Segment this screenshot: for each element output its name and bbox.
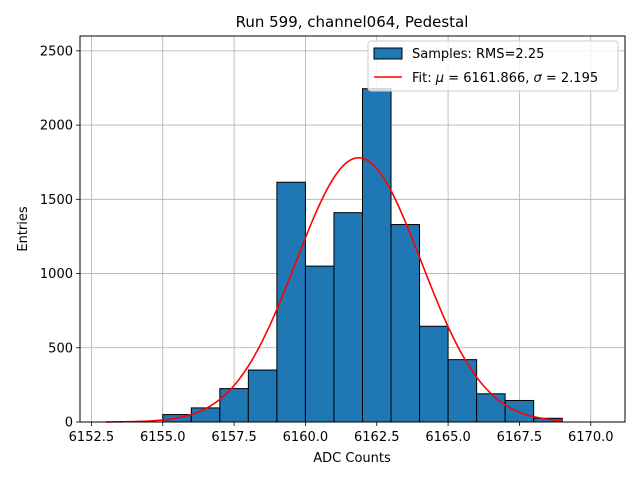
x-axis-ticks: 6152.5 6155.0 6157.5 6160.0 6162.5 6165.0 6167… [69, 422, 614, 445]
histogram-bar [419, 325, 449, 423]
x-axis-label: ADC Counts [313, 451, 391, 466]
x-tick-label: 6152.5 [69, 430, 115, 445]
y-tick-label: 500 [48, 341, 73, 356]
x-tick-label: 6157.5 [211, 430, 257, 445]
histogram-bar [219, 388, 249, 423]
histogram-bar [276, 181, 306, 423]
x-tick-label: 6170.0 [568, 430, 614, 445]
x-tick-label: 6155.0 [140, 430, 186, 445]
plot-frame [79, 35, 626, 423]
y-tick-label: 1000 [40, 267, 73, 282]
histogram-bar [476, 393, 506, 423]
histogram-bar [190, 407, 221, 423]
histogram-bar [390, 224, 421, 423]
y-tick-label: 0 [65, 416, 73, 431]
y-tick-label: 2000 [40, 119, 73, 134]
y-axis-ticks: 0 500 1000 1500 2000 2500 [40, 44, 80, 431]
histogram-bar [333, 212, 363, 423]
y-tick-label: 2500 [40, 44, 73, 59]
fit-curve [105, 156, 563, 423]
y-tick-label: 1500 [40, 193, 73, 208]
histogram-bar [447, 359, 478, 423]
histogram-bars [162, 88, 563, 423]
histogram-bar [304, 265, 335, 423]
histogram-bar [247, 369, 278, 423]
x-tick-label: 6167.5 [497, 430, 543, 445]
histogram-bar [361, 88, 392, 423]
x-tick-label: 6165.0 [425, 430, 471, 445]
legend-fit-label: Fit: μ = 6161.866, σ = 2.195 [412, 71, 598, 86]
legend-box [367, 40, 619, 92]
y-axis-label: Entries [16, 206, 31, 252]
chart-title: Run 599, channel064, Pedestal [236, 13, 469, 31]
x-tick-label: 6160.0 [283, 430, 329, 445]
legend-samples-swatch [373, 47, 403, 60]
histogram-bar [504, 399, 535, 423]
x-tick-label: 6162.5 [354, 430, 400, 445]
legend: Samples: RMS=2.25 Fit: μ = 6161.866, σ =… [367, 40, 619, 92]
legend-samples-label: Samples: RMS=2.25 [412, 47, 544, 62]
